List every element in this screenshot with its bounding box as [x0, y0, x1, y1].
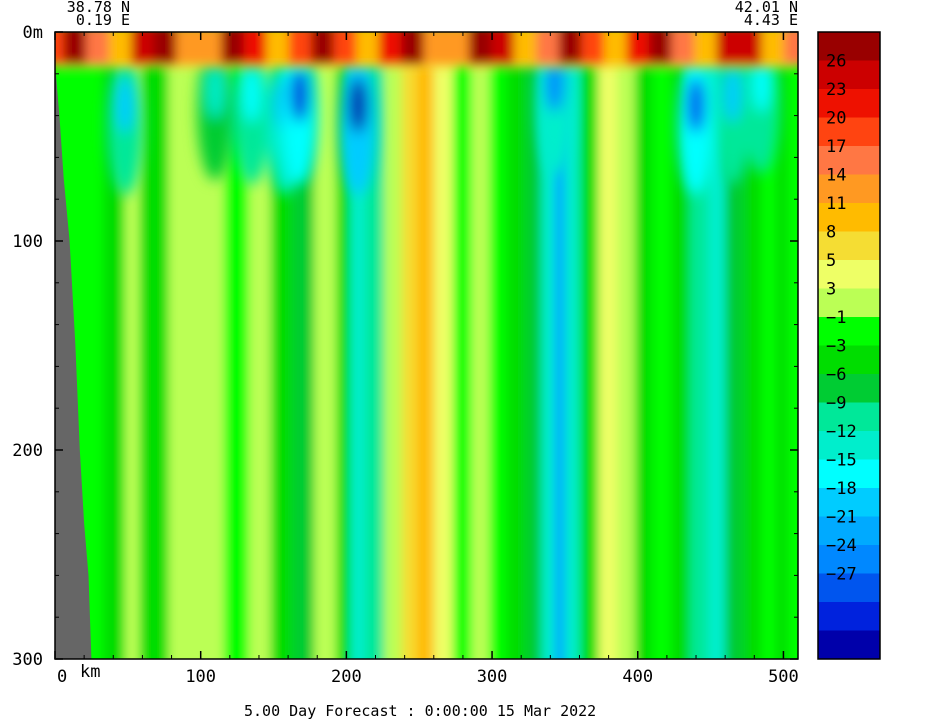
section-end-lat: 42.01 N — [734, 0, 798, 16]
colorbar-swatch — [818, 288, 880, 318]
colorbar-swatch — [818, 630, 880, 660]
y-tick-label: 0m — [23, 23, 43, 43]
colorbar-label: 8 — [826, 223, 836, 243]
velocity-core — [752, 56, 771, 113]
colorbar-label: 17 — [826, 137, 846, 157]
y-tick-label: 200 — [12, 441, 43, 461]
colorbar-label: −24 — [826, 536, 857, 556]
colorbar-frame — [817, 31, 881, 660]
y-tick-label: 100 — [12, 232, 43, 252]
colorbar-label: −27 — [826, 565, 857, 585]
colorbar-swatch — [818, 146, 880, 175]
section-end-lon: 4.43 E — [743, 11, 798, 29]
colorbar-swatch — [818, 602, 880, 631]
velocity-core — [545, 56, 564, 113]
land-mask — [55, 52, 92, 659]
colorbar-label: 26 — [826, 52, 846, 72]
y-tick-label: 300 — [12, 650, 43, 670]
colorbar-label: −15 — [826, 451, 857, 471]
colorbar-label: −3 — [826, 337, 846, 357]
colorbar-swatch — [818, 402, 880, 432]
colorbar-swatch — [818, 32, 880, 61]
x-axis-unit: km — [80, 662, 101, 682]
colorbar-swatch — [818, 573, 880, 603]
colorbar-label: −6 — [826, 365, 846, 385]
colorbar-label: 20 — [826, 109, 846, 129]
velocity-core — [242, 66, 261, 123]
colorbar-label: 5 — [826, 251, 836, 271]
colorbar-swatch — [818, 317, 880, 346]
colorbar-swatch — [818, 374, 880, 403]
colorbar-label: −9 — [826, 394, 846, 414]
colorbar-label: 3 — [826, 280, 836, 300]
surface-cell — [784, 32, 798, 66]
section-start-lon: 0.19 E — [75, 11, 130, 29]
colorbar-swatch — [818, 60, 880, 90]
colorbar-label: −18 — [826, 479, 857, 499]
velocity-band — [787, 42, 798, 659]
colorbar-swatch — [818, 516, 880, 546]
x-tick-label: 400 — [622, 667, 653, 687]
colorbar-swatch — [818, 117, 880, 147]
colorbar-label: −12 — [826, 422, 857, 442]
x-tick-label: 0 — [57, 667, 67, 687]
plot-frame — [54, 31, 799, 660]
colorbar-label: −21 — [826, 508, 857, 528]
velocity-core — [687, 77, 706, 134]
velocity-core — [290, 66, 309, 123]
colorbar-swatch — [818, 545, 880, 574]
x-tick-label: 300 — [477, 667, 508, 687]
colorbar-swatch — [818, 431, 880, 460]
section-start-lat: 38.78 N — [66, 0, 130, 16]
colorbar-label: 14 — [826, 166, 846, 186]
colorbar-swatch — [818, 345, 880, 375]
x-tick-label: 500 — [768, 667, 799, 687]
colorbar-swatch — [818, 174, 880, 204]
colorbar-label: 11 — [826, 194, 846, 214]
velocity-core — [206, 62, 225, 119]
colorbar-swatch — [818, 89, 880, 118]
x-tick-label: 100 — [185, 667, 216, 687]
colorbar-swatch — [818, 260, 880, 289]
surface-transition — [55, 63, 798, 70]
forecast-footer: 5.00 Day Forecast : 0:00:00 15 Mar 2022 — [244, 702, 597, 720]
colorbar-label: −1 — [826, 308, 846, 328]
surface-layer — [55, 32, 798, 70]
velocity-core — [349, 77, 368, 134]
colorbar-label: 23 — [826, 80, 846, 100]
colorbar-swatch — [818, 203, 880, 232]
x-tick-label: 200 — [331, 667, 362, 687]
colorbar-swatch — [818, 459, 880, 489]
colorbar-swatch — [818, 231, 880, 261]
velocity-core — [115, 77, 134, 134]
colorbar-swatch — [818, 488, 880, 517]
velocity-core — [723, 66, 742, 123]
